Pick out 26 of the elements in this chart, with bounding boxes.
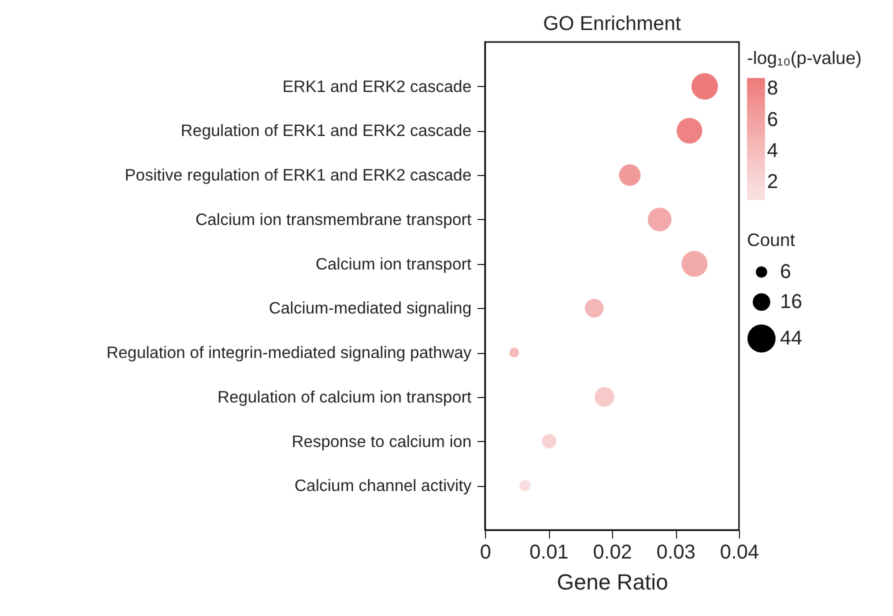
y-tick-label: Calcium-mediated signaling: [268, 300, 472, 318]
x-tick-label: 0.03: [656, 542, 696, 564]
y-tick-label: Calcium channel activity: [294, 477, 472, 496]
color-bar-label: 6: [767, 108, 778, 131]
legend-label: 16: [780, 291, 802, 313]
legend-label: 6: [780, 261, 792, 283]
color-bar-label: 8: [767, 78, 778, 100]
y-tick-label: Calcium ion transmembrane transport: [195, 210, 472, 229]
y-tick-label: Positive regulation of ERK1 and ERK2 cascade: [124, 166, 472, 185]
x-tick-label: 0.01: [530, 542, 568, 564]
y-tick-label: Regulation of calcium ion transport: [217, 388, 472, 406]
x-axis-title: Gene Ratio: [556, 570, 668, 594]
chart-title: GO Enrichment: [543, 13, 682, 35]
y-tick-label: Calcium ion transport: [316, 255, 472, 274]
color-bar-title: -log₁₀(p-value): [747, 48, 862, 68]
x-tick-label: 0.04: [720, 542, 759, 564]
y-tick-label: Regulation of integrin-mediated signaling pathway: [106, 344, 472, 362]
x-tick-label: 0.02: [593, 542, 632, 564]
color-bar-label: 4: [767, 140, 778, 162]
x-tick-label: 0: [480, 542, 492, 564]
y-tick-label: Regulation of ERK1 and ERK2 cascade: [180, 122, 472, 140]
y-tick-label: Response to calcium ion: [292, 432, 472, 451]
color-bar-label: 2: [767, 170, 778, 193]
legend-label: 44: [780, 328, 802, 350]
legend-title: Count: [747, 230, 796, 250]
y-tick-label: ERK1 and ERK2 cascade: [282, 78, 472, 96]
